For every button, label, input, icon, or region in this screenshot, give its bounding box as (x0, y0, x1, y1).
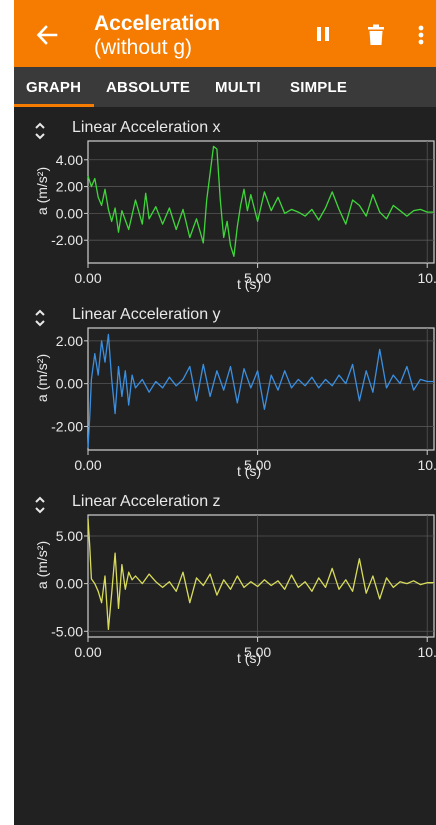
title-line-1: Acceleration (94, 12, 221, 35)
x-axis-label: t (s) (237, 276, 262, 292)
x-tick-label: 10. (417, 457, 436, 473)
more-vert-icon (418, 25, 424, 45)
y-tick-label: -2.00 (51, 418, 83, 434)
x-tick-label: 5.00 (244, 644, 271, 660)
x-tick-label: 0.00 (74, 644, 101, 660)
y-tick-label: 0.00 (56, 576, 83, 592)
x-tick-label: 5.00 (244, 270, 271, 286)
y-axis-label: a (m/s²) (34, 166, 50, 216)
y-tick-label: 2.00 (56, 179, 83, 195)
tab-graph[interactable]: GRAPH (26, 79, 82, 96)
y-tick-label: 4.00 (56, 152, 83, 168)
arrow-left-icon (36, 25, 58, 45)
app-screen: Acceleration (without g) GRAPH (14, 0, 436, 825)
plot-linear-acceleration-y[interactable]: Linear Acceleration y 0.00 5.00 10. 2.00 0.0… (14, 306, 436, 496)
unfold-icon (35, 309, 45, 327)
y-tick-label: 2.00 (56, 333, 83, 349)
x-axis-label: t (s) (237, 463, 262, 479)
plot-frame (87, 140, 435, 264)
y-tick-label: 0.00 (56, 205, 83, 221)
y-tick-label: 0.00 (56, 376, 83, 392)
chart-z: 0.00 5.00 10. 5.00 0.00 -5.00 (51, 514, 436, 660)
x-axis-label: t (s) (237, 650, 262, 666)
pause-button[interactable] (316, 24, 330, 49)
x-tick-label: 0.00 (74, 270, 101, 286)
tab-bar: GRAPH ABSOLUTE MULTI SIMPLE (14, 67, 436, 107)
x-tick-label: 10. (417, 270, 436, 286)
unfold-icon (35, 122, 45, 140)
pause-icon (317, 27, 329, 41)
y-tick-label: -5.00 (51, 623, 83, 639)
tab-multi[interactable]: MULTI (215, 79, 261, 96)
y-tick-label: 5.00 (56, 528, 83, 544)
unfold-icon (35, 496, 45, 514)
plot-frame (87, 514, 435, 638)
x-tick-label: 10. (417, 644, 436, 660)
series-line (87, 145, 434, 257)
plot-linear-acceleration-z[interactable]: Linear Acceleration z 0.00 5.00 10. 5.00 0.0… (14, 493, 436, 683)
page-title: Acceleration (without g) (94, 12, 220, 60)
title-line-2: (without g) (94, 36, 193, 59)
plot-linear-acceleration-x[interactable]: Linear Acceleration x 0.00 5.00 10. 4.00 2.0… (14, 119, 436, 309)
y-tick-label: -2.00 (51, 232, 83, 248)
chart-y: 0.00 5.00 10. 2.00 0.00 -2.00 (51, 327, 436, 473)
trash-icon (368, 24, 384, 45)
plot-title: Linear Acceleration y (72, 306, 221, 323)
tab-absolute[interactable]: ABSOLUTE (106, 79, 191, 96)
x-tick-label: 0.00 (74, 457, 101, 473)
y-axis-label: a (m/s²) (34, 353, 50, 403)
x-tick-label: 5.00 (244, 457, 271, 473)
plot-title: Linear Acceleration z (72, 493, 221, 510)
app-bar: Acceleration (without g) (14, 0, 436, 67)
tab-simple[interactable]: SIMPLE (290, 79, 348, 96)
series-line (87, 518, 434, 631)
y-axis-label: a (m/s²) (34, 540, 50, 590)
back-button[interactable] (36, 24, 58, 51)
series-line (87, 333, 434, 448)
tab-indicator (14, 104, 94, 107)
chart-x: 0.00 5.00 10. 4.00 2.00 0.00 -2.00 (51, 140, 436, 286)
overflow-menu-button[interactable] (418, 24, 424, 51)
delete-button[interactable] (367, 24, 385, 51)
plot-title: Linear Acceleration x (72, 119, 221, 136)
